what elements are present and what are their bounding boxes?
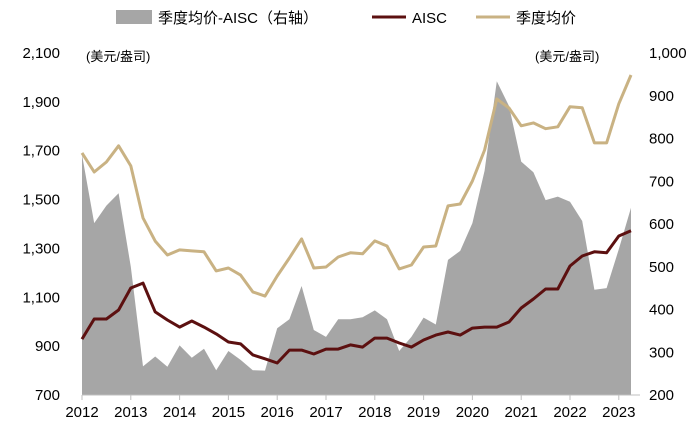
spread-area bbox=[82, 81, 631, 395]
right-tick-label: 1,000 bbox=[649, 45, 687, 62]
x-tick-label: 2014 bbox=[163, 404, 196, 421]
right-tick-label: 400 bbox=[649, 302, 674, 319]
left-tick-label: 1,500 bbox=[22, 192, 60, 209]
legend-label-spread: 季度均价-AISC（右轴） bbox=[158, 10, 318, 27]
left-unit-label: (美元/盎司) bbox=[86, 49, 150, 64]
right-tick-label: 600 bbox=[649, 216, 674, 233]
right-tick-label: 800 bbox=[649, 131, 674, 148]
x-tick-label: 2022 bbox=[553, 404, 586, 421]
x-tick-label: 2016 bbox=[261, 404, 294, 421]
left-tick-label: 1,700 bbox=[22, 143, 60, 160]
x-tick-label: 2018 bbox=[358, 404, 391, 421]
right-tick-label: 700 bbox=[649, 173, 674, 190]
x-tick-label: 2017 bbox=[309, 404, 342, 421]
legend-swatch-spread bbox=[116, 10, 152, 24]
x-tick-label: 2015 bbox=[212, 404, 245, 421]
left-tick-label: 1,100 bbox=[22, 289, 60, 306]
left-tick-label: 2,100 bbox=[22, 45, 60, 62]
x-tick-label: 2021 bbox=[505, 404, 538, 421]
right-tick-label: 200 bbox=[649, 387, 674, 404]
legend: 季度均价-AISC（右轴） AISC 季度均价 bbox=[116, 10, 576, 27]
left-tick-label: 1,900 bbox=[22, 94, 60, 111]
left-tick-label: 700 bbox=[35, 387, 60, 404]
legend-label-price: 季度均价 bbox=[516, 10, 576, 27]
right-tick-label: 900 bbox=[649, 88, 674, 105]
right-tick-label: 300 bbox=[649, 344, 674, 361]
price-line bbox=[80, 74, 633, 298]
legend-label-aisc: AISC bbox=[412, 10, 447, 27]
right-tick-label: 500 bbox=[649, 259, 674, 276]
x-tick-label: 2020 bbox=[456, 404, 489, 421]
x-tick-label: 2023 bbox=[602, 404, 635, 421]
x-tick-label: 2013 bbox=[114, 404, 147, 421]
x-tick-label: 2019 bbox=[407, 404, 440, 421]
x-tick-label: 2012 bbox=[65, 404, 98, 421]
right-unit-label: (美元/盎司) bbox=[535, 49, 599, 64]
left-tick-label: 900 bbox=[35, 338, 60, 355]
left-tick-label: 1,300 bbox=[22, 240, 60, 257]
aisc-line bbox=[80, 229, 632, 365]
